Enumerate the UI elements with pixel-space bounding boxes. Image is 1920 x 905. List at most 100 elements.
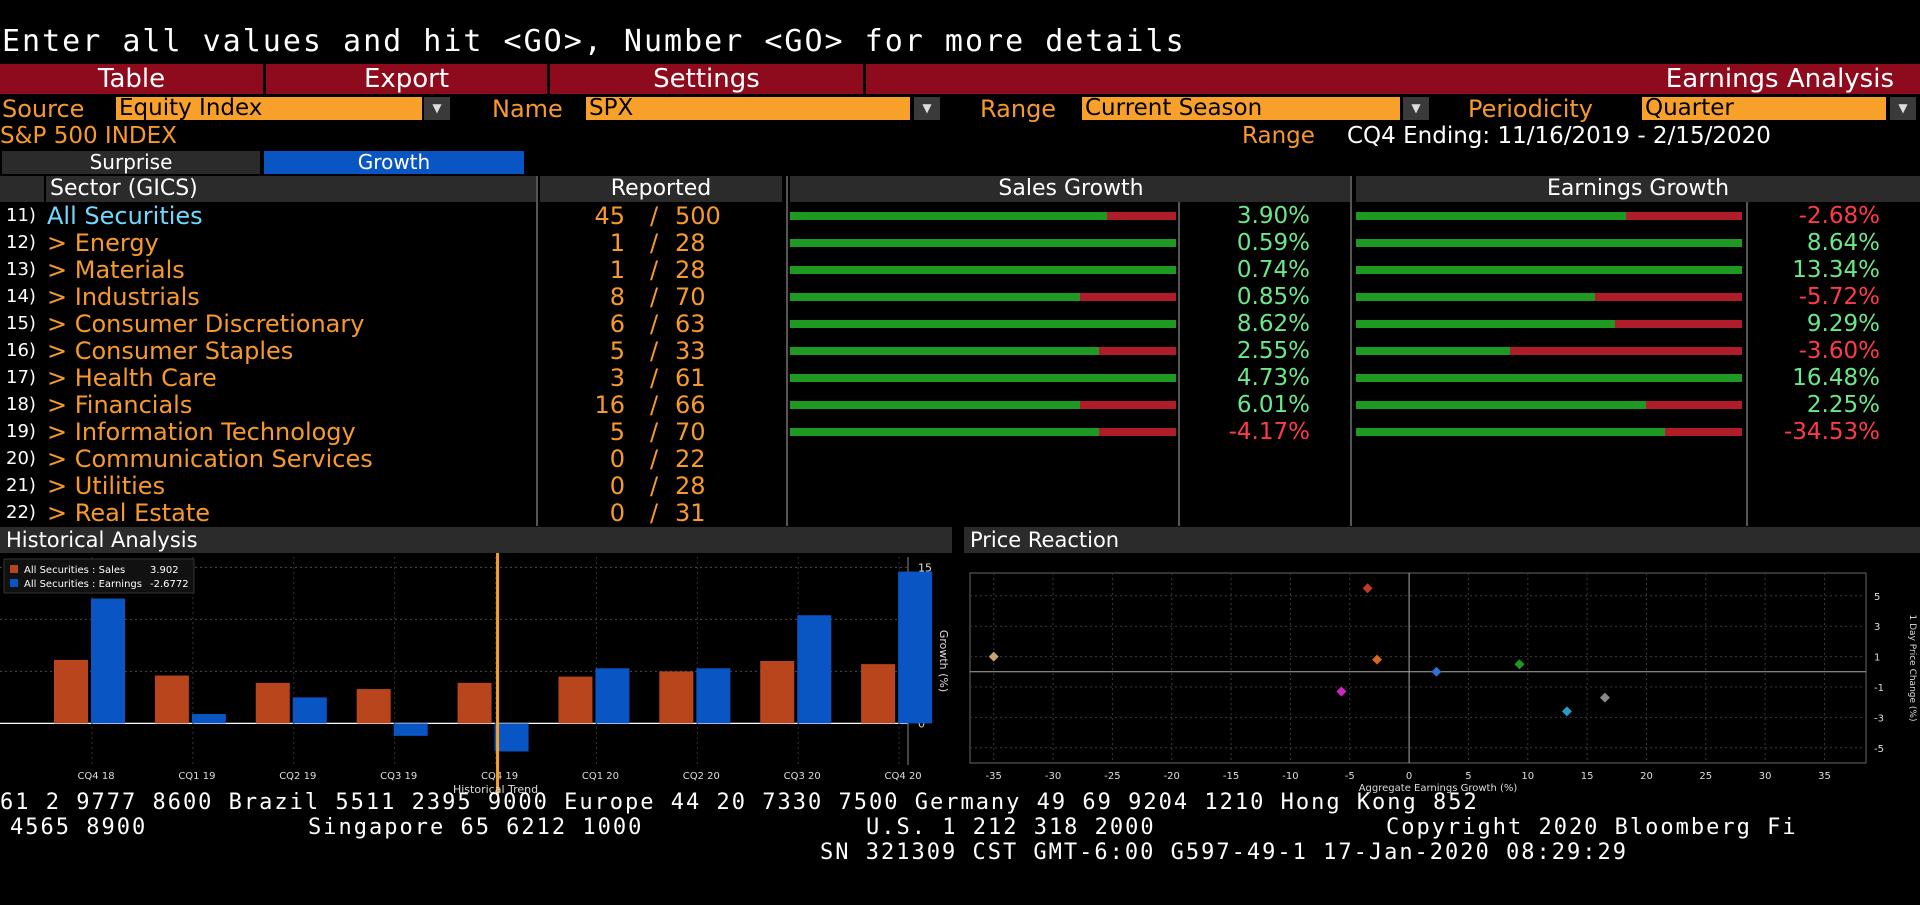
name-field[interactable]: SPX	[586, 97, 910, 120]
sector-name[interactable]: > Energy	[47, 229, 159, 257]
earnings-growth-bar-fill	[1356, 239, 1742, 247]
table-row[interactable]: 22) > Real Estate 0 / 31	[0, 500, 1920, 526]
earnings-growth-bar	[1356, 239, 1742, 247]
reported-separator: /	[650, 283, 659, 311]
sector-name[interactable]: > Information Technology	[47, 418, 356, 446]
table-row[interactable]: 11) All Securities 45 / 500 3.90% -2.68%	[0, 203, 1920, 229]
sales-bar	[457, 682, 492, 724]
reported-separator: /	[650, 499, 659, 527]
table-row[interactable]: 13) > Materials 1 / 28 0.74% 13.34%	[0, 257, 1920, 283]
table-row[interactable]: 19) > Information Technology 5 / 70 -4.17% -34…	[0, 419, 1920, 445]
sector-name[interactable]: > Health Care	[47, 364, 217, 392]
x-tick-label: 5	[1465, 771, 1471, 782]
source-field[interactable]: Equity Index	[116, 97, 422, 120]
earnings-growth-value: -5.72%	[1798, 284, 1880, 310]
total-count: 66	[675, 391, 706, 419]
x-tick-label: -20	[1164, 771, 1180, 782]
earnings-growth-bar	[1356, 428, 1742, 436]
table-row[interactable]: 12) > Energy 1 / 28 0.59% 8.64%	[0, 230, 1920, 256]
sector-name[interactable]: > Financials	[47, 391, 193, 419]
table-row[interactable]: 16) > Consumer Staples 5 / 33 2.55% -3.60%	[0, 338, 1920, 364]
sector-name[interactable]: > Materials	[47, 256, 185, 284]
earnings-bar	[494, 723, 529, 752]
sales-growth-bar-fill	[790, 212, 1107, 220]
table-row[interactable]: 17) > Health Care 3 / 61 4.73% 16.48%	[0, 365, 1920, 391]
sales-growth-bar	[790, 428, 1176, 436]
table-menu-button[interactable]: Table	[0, 64, 266, 94]
sales-growth-bar	[790, 212, 1176, 220]
row-number: 19)	[6, 421, 36, 442]
earnings-growth-bar-fill	[1356, 293, 1596, 301]
sales-bar	[356, 689, 391, 724]
row-number: 12)	[6, 232, 36, 253]
legend-earnings-value: -2.6772	[150, 579, 189, 590]
periodicity-field[interactable]: Quarter	[1642, 97, 1886, 120]
sector-name[interactable]: > Communication Services	[47, 445, 373, 473]
sector-name[interactable]: > Consumer Discretionary	[47, 310, 365, 338]
reported-separator: /	[650, 391, 659, 419]
row-number: 13)	[6, 259, 36, 280]
sales-growth-value: 4.73%	[1236, 365, 1310, 391]
tab-growth[interactable]: Growth	[264, 151, 524, 174]
x-axis-title: Aggregate Earnings Growth (%)	[1359, 783, 1518, 794]
sales-growth-header[interactable]: Sales Growth	[790, 176, 1352, 202]
row-number: 20)	[6, 448, 36, 469]
reported-column-header[interactable]: Reported	[540, 176, 782, 202]
earnings-growth-bar-fill	[1356, 428, 1665, 436]
name-dropdown-icon[interactable]: ▼	[914, 97, 940, 120]
sales-growth-bar-fill	[790, 374, 1176, 382]
sales-growth-bar	[790, 266, 1176, 274]
y-tick-label: 3	[1874, 622, 1880, 633]
reported-separator: /	[650, 472, 659, 500]
selector-row: Source Equity Index ▼ Name SPX ▼ Range C…	[0, 96, 1920, 122]
periodicity-dropdown-icon[interactable]: ▼	[1890, 97, 1916, 120]
x-tick-label: -25	[1104, 771, 1120, 782]
y-tick-label: -1	[1874, 683, 1884, 694]
sector-name[interactable]: > Real Estate	[47, 499, 211, 527]
total-count: 31	[675, 499, 706, 527]
reported-separator: /	[650, 310, 659, 338]
source-label: Source	[2, 95, 85, 123]
range-field[interactable]: Current Season	[1082, 97, 1400, 120]
tab-surprise[interactable]: Surprise	[2, 151, 260, 174]
source-dropdown-icon[interactable]: ▼	[424, 97, 450, 120]
sales-bar	[659, 671, 694, 724]
table-row[interactable]: 14) > Industrials 8 / 70 0.85% -5.72%	[0, 284, 1920, 310]
table-row[interactable]: 21) > Utilities 0 / 28	[0, 473, 1920, 499]
x-tick-label: CQ1 20	[582, 771, 619, 782]
row-number: 11)	[6, 205, 36, 226]
earnings-bar	[91, 598, 125, 724]
sector-name[interactable]: All Securities	[47, 202, 203, 230]
table-row[interactable]: 20) > Communication Services 0 / 22	[0, 446, 1920, 472]
table-row[interactable]: 18) > Financials 16 / 66 6.01% 2.25%	[0, 392, 1920, 418]
row-number: 16)	[6, 340, 36, 361]
scatter-point	[1431, 666, 1442, 677]
legend-sales-label: All Securities : Sales	[24, 565, 125, 576]
export-menu-button[interactable]: Export	[266, 64, 550, 94]
sector-name[interactable]: > Utilities	[47, 472, 166, 500]
total-count: 61	[675, 364, 706, 392]
menu-bar: Table Export Settings Earnings Analysis	[0, 64, 1920, 94]
y-tick-label: 0	[918, 717, 925, 730]
scatter-point	[1372, 654, 1383, 665]
sales-growth-bar	[790, 239, 1176, 247]
range-dropdown-icon[interactable]: ▼	[1403, 97, 1429, 120]
x-tick-label: CQ3 20	[784, 771, 821, 782]
sector-column-header[interactable]: Sector (GICS)	[46, 176, 536, 202]
earnings-growth-value: 8.64%	[1806, 230, 1880, 256]
legend-box	[3, 558, 195, 594]
sales-growth-bar-fill	[790, 266, 1176, 274]
footer-copyright: Copyright 2020 Bloomberg Fi	[1386, 815, 1798, 840]
header-spacer	[0, 176, 44, 202]
settings-menu-button[interactable]: Settings	[550, 64, 866, 94]
price-reaction-chart[interactable]: -35 -30 -25 -20 -15 -10 -5 0 5 10 15 20 25 30 35-5-3-1…	[964, 553, 1920, 797]
earnings-growth-header[interactable]: Earnings Growth	[1356, 176, 1920, 202]
command-line[interactable]: Enter all values and hit <GO>, Number <G…	[2, 24, 1186, 59]
reported-separator: /	[650, 418, 659, 446]
sector-name[interactable]: > Industrials	[47, 283, 200, 311]
table-row[interactable]: 15) > Consumer Discretionary 6 / 63 8.62% 9.29…	[0, 311, 1920, 337]
range-info-label: Range	[1242, 123, 1315, 149]
sector-name[interactable]: > Consumer Staples	[47, 337, 294, 365]
x-tick-label: 0	[1406, 771, 1412, 782]
